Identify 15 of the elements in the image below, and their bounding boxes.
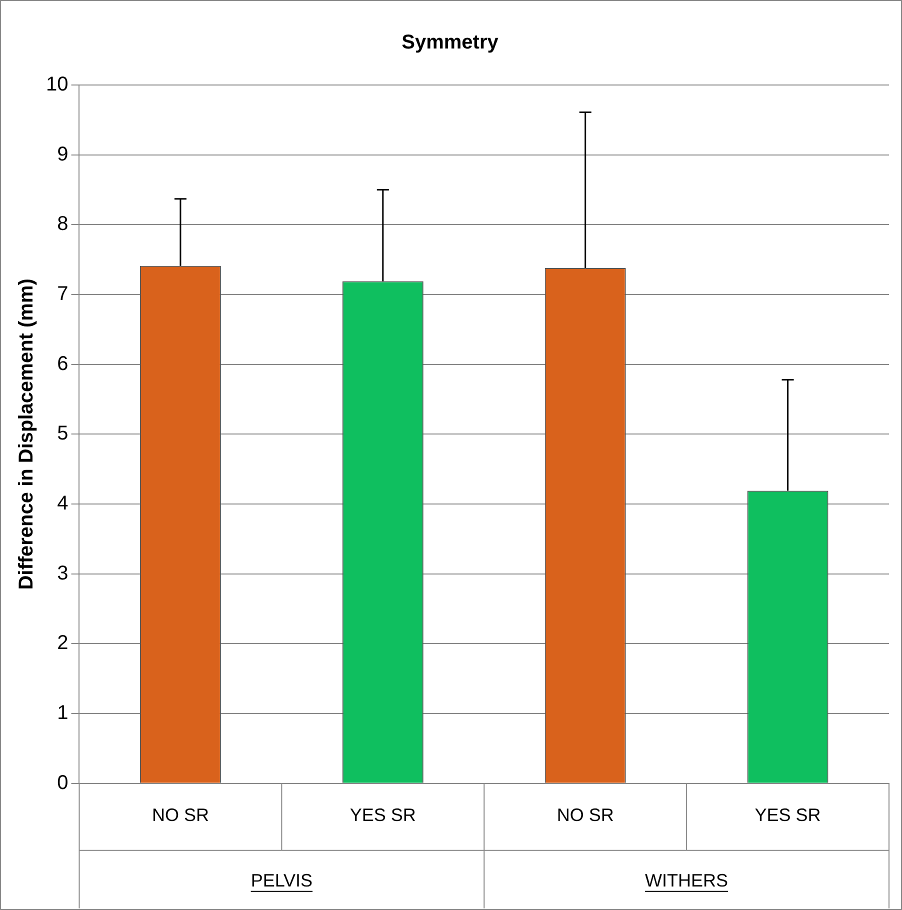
y-tick-label: 7 <box>57 283 68 306</box>
y-tick-label: 1 <box>57 702 68 724</box>
y-tick-label: 8 <box>57 213 68 236</box>
text: WITHERS <box>645 870 728 890</box>
y-tick-label: 6 <box>57 352 68 375</box>
chart-title: Symmetry <box>402 32 500 54</box>
y-tick-label: 4 <box>57 492 68 515</box>
y-axis-title: Difference in Displacement (mm) <box>16 278 38 590</box>
y-tick-label: 5 <box>57 422 68 445</box>
y-tick-label: 9 <box>57 143 68 166</box>
y-tick-label: 10 <box>46 74 68 96</box>
y-tick-label: 2 <box>57 632 68 654</box>
y-tick-label: 0 <box>57 772 68 794</box>
y-tick-label: 3 <box>57 562 68 584</box>
text: PELVIS <box>250 870 313 890</box>
